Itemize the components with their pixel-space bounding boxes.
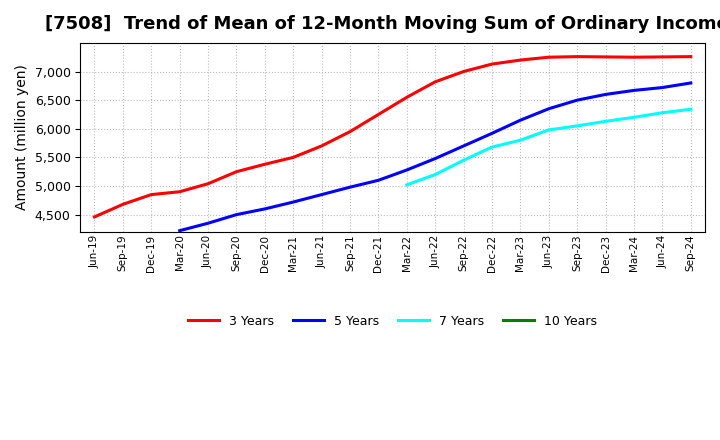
3 Years bbox=[630, 55, 639, 60]
3 Years bbox=[601, 54, 610, 59]
5 Years bbox=[601, 92, 610, 97]
3 Years bbox=[176, 189, 184, 194]
7 Years bbox=[487, 144, 496, 150]
5 Years bbox=[431, 156, 439, 161]
5 Years bbox=[261, 206, 269, 212]
7 Years bbox=[544, 127, 553, 132]
3 Years bbox=[346, 129, 354, 134]
3 Years bbox=[686, 54, 695, 59]
5 Years bbox=[289, 199, 297, 205]
3 Years bbox=[402, 95, 411, 100]
5 Years bbox=[374, 178, 383, 183]
3 Years bbox=[147, 192, 156, 197]
7 Years bbox=[686, 106, 695, 112]
Line: 3 Years: 3 Years bbox=[94, 57, 690, 217]
5 Years bbox=[630, 88, 639, 93]
3 Years bbox=[658, 54, 667, 59]
3 Years bbox=[487, 62, 496, 67]
5 Years bbox=[573, 98, 582, 103]
7 Years bbox=[459, 158, 468, 163]
5 Years bbox=[402, 167, 411, 172]
7 Years bbox=[601, 119, 610, 124]
3 Years bbox=[516, 58, 525, 63]
3 Years bbox=[431, 79, 439, 84]
3 Years bbox=[90, 214, 99, 220]
5 Years bbox=[318, 192, 326, 197]
3 Years bbox=[459, 69, 468, 74]
7 Years bbox=[431, 172, 439, 177]
Legend: 3 Years, 5 Years, 7 Years, 10 Years: 3 Years, 5 Years, 7 Years, 10 Years bbox=[183, 310, 603, 333]
Line: 7 Years: 7 Years bbox=[407, 109, 690, 185]
5 Years bbox=[686, 81, 695, 86]
3 Years bbox=[318, 143, 326, 149]
7 Years bbox=[402, 182, 411, 187]
3 Years bbox=[204, 181, 212, 187]
5 Years bbox=[544, 106, 553, 111]
3 Years bbox=[261, 161, 269, 167]
Title: [7508]  Trend of Mean of 12-Month Moving Sum of Ordinary Incomes: [7508] Trend of Mean of 12-Month Moving … bbox=[45, 15, 720, 33]
5 Years bbox=[487, 131, 496, 136]
7 Years bbox=[658, 110, 667, 115]
5 Years bbox=[658, 85, 667, 90]
3 Years bbox=[119, 202, 127, 207]
5 Years bbox=[204, 220, 212, 226]
Y-axis label: Amount (million yen): Amount (million yen) bbox=[15, 64, 29, 210]
5 Years bbox=[176, 228, 184, 233]
Line: 5 Years: 5 Years bbox=[180, 83, 690, 231]
7 Years bbox=[573, 123, 582, 128]
3 Years bbox=[544, 55, 553, 60]
5 Years bbox=[516, 117, 525, 123]
3 Years bbox=[232, 169, 240, 174]
3 Years bbox=[573, 54, 582, 59]
5 Years bbox=[459, 143, 468, 149]
7 Years bbox=[516, 138, 525, 143]
5 Years bbox=[346, 184, 354, 190]
3 Years bbox=[289, 155, 297, 160]
3 Years bbox=[374, 112, 383, 117]
5 Years bbox=[232, 212, 240, 217]
7 Years bbox=[630, 115, 639, 120]
